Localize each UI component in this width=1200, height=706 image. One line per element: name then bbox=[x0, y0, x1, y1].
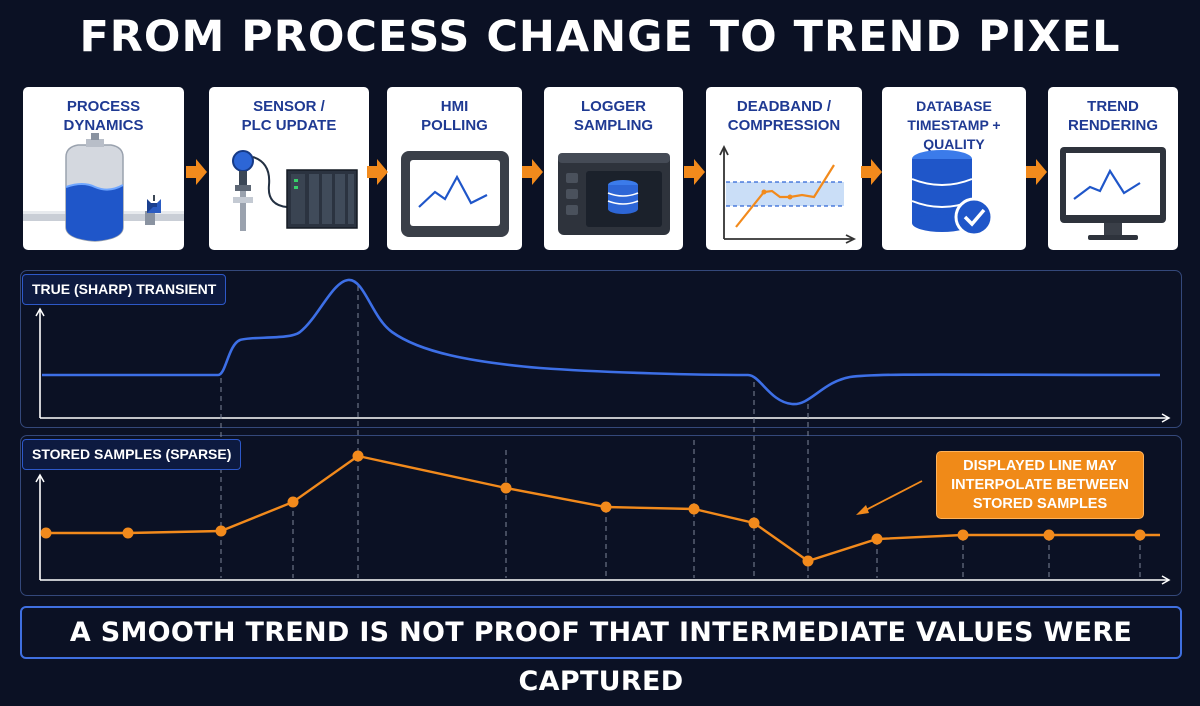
flow-arrow-icon bbox=[1026, 159, 1047, 185]
stored-sample-point bbox=[40, 527, 52, 539]
stored-sample-point bbox=[957, 529, 969, 541]
flow-arrow-icon bbox=[861, 159, 882, 185]
stage-label: TREND RENDERING bbox=[1067, 98, 1158, 134]
stage-label: DEADBAND / COMPRESSION bbox=[727, 98, 841, 134]
stored-sample-point bbox=[352, 450, 364, 462]
callout-pointer-arrow bbox=[856, 480, 923, 515]
flow-arrow-icon bbox=[684, 159, 705, 185]
logger-icon bbox=[558, 153, 670, 235]
true-panel-label: TRUE (SHARP) TRANSIENT bbox=[22, 274, 227, 305]
stored-sample-point bbox=[802, 555, 814, 567]
deadband-chart-icon bbox=[719, 144, 857, 244]
trend-plots bbox=[35, 278, 1171, 585]
hmi-screen-icon bbox=[401, 151, 509, 237]
stage-card-deadband: DEADBAND / COMPRESSION bbox=[706, 87, 862, 250]
stage-card-sensor: SENSOR / PLC UPDATE bbox=[209, 87, 369, 250]
stored-sample-point bbox=[600, 501, 612, 513]
tank-icon bbox=[23, 133, 184, 242]
stage-label: HMI POLLING bbox=[421, 98, 488, 134]
stored-sample-point bbox=[871, 533, 883, 545]
stage-label: LOGGER SAMPLING bbox=[573, 98, 654, 134]
stage-card-process: PROCESS DYNAMICS bbox=[23, 87, 184, 250]
stored-sample-point bbox=[287, 496, 299, 508]
stage-card-database: DATABASE TIMESTAMP + QUALITY bbox=[882, 87, 1026, 250]
interpolation-callout: DISPLAYED LINE MAY INTERPOLATE BETWEEN S… bbox=[936, 451, 1144, 519]
footer-message: A SMOOTH TREND IS NOT PROOF THAT INTERME… bbox=[20, 606, 1182, 697]
database-check-icon bbox=[911, 150, 994, 237]
page-title: FROM PROCESS CHANGE TO TREND PIXEL bbox=[79, 12, 1121, 62]
stored-sample-point bbox=[1134, 529, 1146, 541]
stored-sample-point bbox=[500, 482, 512, 494]
stored-sample-point bbox=[1043, 529, 1055, 541]
stored-sample-point bbox=[748, 517, 760, 529]
stored-sample-point bbox=[122, 527, 134, 539]
sample-guide-lines bbox=[220, 286, 1141, 578]
sensor-plc-icon bbox=[232, 150, 358, 231]
flow-arrow-icon bbox=[367, 159, 388, 185]
stage-card-logger: LOGGER SAMPLING bbox=[544, 87, 683, 250]
stage-label: PROCESS DYNAMICS bbox=[63, 98, 144, 134]
stage-card-hmi: HMI POLLING bbox=[387, 87, 522, 250]
stage-card-trend: TREND RENDERING bbox=[1048, 87, 1178, 250]
stage-label: DATABASE TIMESTAMP + QUALITY bbox=[907, 98, 1001, 152]
stage-label: SENSOR / PLC UPDATE bbox=[241, 98, 337, 134]
stored-sample-point bbox=[215, 525, 227, 537]
monitor-trend-icon bbox=[1060, 147, 1166, 240]
flow-arrow-icon bbox=[186, 159, 207, 185]
true-transient-line bbox=[42, 278, 1161, 406]
stored-sample-point bbox=[688, 503, 700, 515]
stored-panel-label: STORED SAMPLES (SPARSE) bbox=[22, 439, 242, 470]
flow-arrow-icon bbox=[522, 159, 543, 185]
